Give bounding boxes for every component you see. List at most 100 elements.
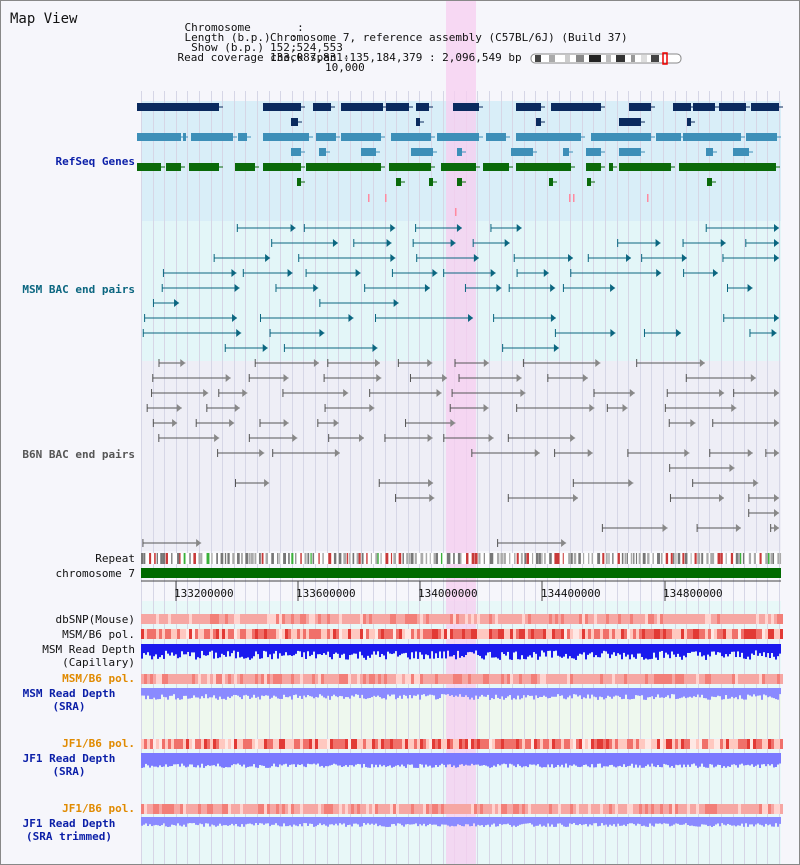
refseq-gene-track[interactable] bbox=[137, 103, 783, 216]
heatmap-cell bbox=[222, 674, 225, 684]
depth-bar bbox=[539, 753, 541, 767]
heatmap-cell bbox=[342, 804, 345, 814]
heatmap-cell bbox=[231, 739, 234, 749]
track-label-refseq[interactable]: RefSeq Genes bbox=[55, 155, 135, 168]
dbsnp-heatmap[interactable] bbox=[141, 614, 783, 624]
depth-bar bbox=[735, 817, 737, 827]
b6n-bac-track[interactable] bbox=[142, 359, 779, 547]
heatmap-cell bbox=[180, 739, 183, 749]
depth-bar bbox=[205, 817, 207, 824]
depth-bar bbox=[631, 817, 633, 824]
heatmap-cell bbox=[717, 614, 720, 624]
jf1-depth-sra-plot[interactable] bbox=[141, 753, 781, 768]
heatmap-cell bbox=[594, 674, 597, 684]
depth-bar bbox=[687, 688, 689, 698]
heatmap-cell bbox=[426, 629, 429, 639]
depth-bar bbox=[567, 688, 569, 698]
grid-line bbox=[651, 91, 653, 864]
msm-pol-heatmap[interactable] bbox=[141, 629, 783, 639]
track-label-b6n-bac[interactable]: B6N BAC end pairs bbox=[22, 448, 135, 461]
jf1-pol-heatmap[interactable] bbox=[141, 739, 783, 749]
depth-bar bbox=[555, 688, 557, 697]
chromosome-ideogram[interactable] bbox=[530, 52, 682, 65]
depth-bar bbox=[335, 688, 337, 697]
bac-end-arrow bbox=[372, 344, 378, 352]
depth-bar bbox=[175, 688, 177, 700]
heatmap-cell bbox=[399, 739, 402, 749]
depth-bar bbox=[277, 817, 279, 826]
depth-bar bbox=[363, 688, 365, 699]
heatmap-cell bbox=[306, 804, 309, 814]
repeat-element bbox=[720, 553, 723, 564]
depth-bar bbox=[197, 644, 199, 658]
repeat-element bbox=[143, 553, 146, 564]
bac-end-arrow bbox=[753, 479, 759, 487]
heatmap-cell bbox=[765, 804, 768, 814]
heatmap-cell bbox=[651, 739, 654, 749]
depth-bar bbox=[279, 688, 281, 699]
depth-bar bbox=[163, 817, 165, 824]
msm-bac-track[interactable] bbox=[142, 224, 779, 352]
heatmap-cell bbox=[183, 629, 186, 639]
track-label-msm-bac[interactable]: MSM BAC end pairs bbox=[22, 283, 135, 296]
depth-bar bbox=[633, 753, 635, 768]
heatmap-cell bbox=[522, 739, 525, 749]
heatmap-cell bbox=[612, 804, 615, 814]
heatmap-cell bbox=[396, 804, 399, 814]
depth-bar bbox=[455, 817, 457, 827]
repeat-track[interactable] bbox=[141, 553, 782, 564]
chromosome-bar[interactable] bbox=[141, 568, 781, 578]
depth-bar bbox=[255, 817, 257, 824]
depth-bar bbox=[475, 753, 477, 765]
msm-depth-capillary-plot[interactable] bbox=[141, 644, 781, 660]
heatmap-cell bbox=[387, 739, 390, 749]
heatmap-cell bbox=[222, 629, 225, 639]
depth-bar bbox=[325, 753, 327, 767]
heatmap-cell bbox=[186, 629, 189, 639]
depth-bar bbox=[535, 753, 537, 766]
repeat-element bbox=[647, 553, 650, 564]
heatmap-cell bbox=[573, 629, 576, 639]
heatmap-cell bbox=[708, 739, 711, 749]
depth-bar bbox=[519, 817, 521, 825]
depth-bar bbox=[561, 644, 563, 658]
depth-bar bbox=[487, 688, 489, 695]
heatmap-cell bbox=[420, 674, 423, 684]
depth-bar bbox=[403, 753, 405, 767]
heatmap-cell bbox=[153, 804, 156, 814]
msm-depth-sra-plot[interactable] bbox=[141, 688, 781, 700]
heatmap-cell bbox=[492, 629, 495, 639]
heatmap-cell bbox=[639, 674, 642, 684]
heatmap-cell bbox=[636, 674, 639, 684]
depth-bar bbox=[299, 644, 301, 652]
heatmap-cell bbox=[777, 614, 780, 624]
depth-bar bbox=[635, 753, 637, 765]
depth-bar bbox=[177, 688, 179, 699]
depth-bar bbox=[597, 688, 599, 700]
bac-end-arrow bbox=[334, 449, 340, 457]
heatmap-cell bbox=[234, 739, 237, 749]
depth-bar bbox=[203, 644, 205, 656]
heatmap-cell bbox=[243, 674, 246, 684]
selected-region-highlight[interactable] bbox=[446, 1, 476, 864]
depth-bar bbox=[369, 753, 371, 768]
heatmap-cell bbox=[582, 739, 585, 749]
depth-bar bbox=[145, 753, 147, 764]
depth-bar bbox=[481, 817, 483, 826]
depth-bar bbox=[291, 817, 293, 827]
heatmap-cell bbox=[213, 804, 216, 814]
repeat-element bbox=[429, 553, 431, 564]
msm-pol-sra-heatmap[interactable] bbox=[141, 674, 783, 684]
heatmap-cell bbox=[333, 804, 336, 814]
depth-bar bbox=[263, 753, 265, 766]
depth-bar bbox=[465, 688, 467, 696]
depth-bar bbox=[181, 688, 183, 700]
jf1-depth-trimmed-plot[interactable] bbox=[141, 817, 781, 827]
repeat-element bbox=[149, 553, 152, 564]
depth-bar bbox=[561, 753, 563, 765]
depth-bar bbox=[529, 688, 531, 696]
heatmap-cell bbox=[597, 614, 600, 624]
jf1-pol-trimmed-heatmap[interactable] bbox=[141, 804, 783, 814]
depth-bar bbox=[461, 817, 463, 827]
depth-bar bbox=[305, 688, 307, 698]
